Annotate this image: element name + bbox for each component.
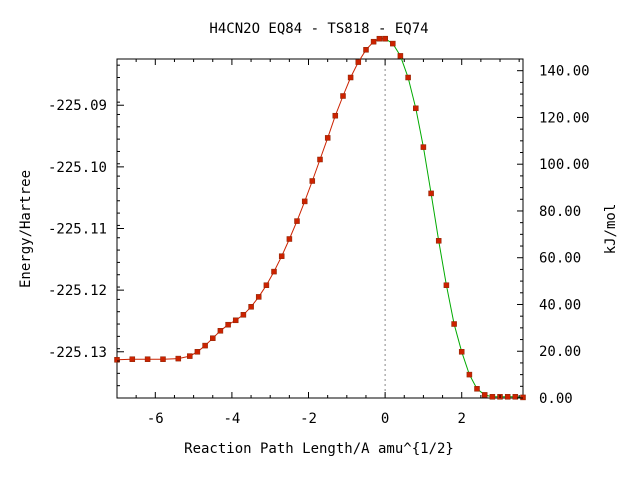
x-tick-label: -6 — [147, 411, 164, 427]
data-point — [413, 105, 419, 112]
data-point — [210, 335, 216, 341]
y-tick-label: -225.10 — [48, 160, 107, 176]
data-point — [240, 312, 247, 318]
data-point — [217, 328, 224, 334]
data-point — [324, 135, 331, 141]
data-point — [340, 93, 346, 99]
y-tick-label: -225.12 — [48, 283, 107, 299]
chart-title: H4CN2O EQ84 - TS818 - EQ74 — [209, 21, 428, 37]
data-point — [309, 178, 316, 184]
y2-tick-label: 100.00 — [539, 157, 590, 173]
y2-tick-label: 40.00 — [539, 297, 581, 313]
data-point — [451, 321, 457, 327]
data-point — [271, 268, 277, 275]
plot-area — [114, 35, 526, 401]
data-point — [481, 392, 488, 398]
y2-tick-label: 20.00 — [539, 344, 581, 360]
data-point — [160, 356, 166, 362]
y-axis-label: Energy/Hartree — [18, 170, 34, 288]
data-point — [294, 218, 300, 224]
data-point — [263, 282, 270, 288]
x-tick-label: -2 — [300, 411, 317, 427]
y2-axis-ticks: 140.00 120.00 100.00 80.00 60.00 40.00 20.00 0.… — [517, 58, 590, 407]
data-point — [520, 394, 526, 401]
data-point — [512, 394, 519, 400]
data-point — [225, 321, 231, 328]
data-point — [255, 294, 262, 300]
series-2-line — [384, 38, 524, 398]
data-point — [489, 394, 496, 400]
y2-tick-label: 0.00 — [539, 391, 573, 407]
data-point — [420, 144, 427, 150]
plot-frame — [116, 58, 524, 399]
y-tick-label: -225.11 — [48, 222, 107, 238]
series-1-line — [116, 38, 386, 361]
data-point — [363, 47, 369, 53]
data-point — [370, 38, 377, 45]
data-point — [232, 317, 239, 324]
data-point — [474, 386, 480, 392]
data-point — [301, 198, 308, 205]
data-point — [428, 190, 434, 197]
data-point — [376, 35, 383, 42]
y2-tick-label: 80.00 — [539, 204, 581, 220]
data-point — [355, 59, 362, 65]
data-point — [504, 394, 511, 400]
x-tick-label: -4 — [223, 411, 240, 427]
data-point — [286, 236, 293, 242]
y2-tick-label: 140.00 — [539, 64, 590, 80]
data-point — [144, 356, 151, 362]
y2-tick-label: 60.00 — [539, 251, 581, 267]
data-point — [435, 238, 442, 244]
x-tick-label: 0 — [381, 411, 389, 427]
y-axis-ticks: -225.09 -225.10 -225.11 -225.12 -225.13 — [48, 64, 124, 399]
data-point — [443, 282, 450, 288]
data-point — [278, 253, 285, 259]
x-axis-label: Reaction Path Length/A amu^{1/2} — [184, 441, 454, 457]
data-point — [175, 355, 182, 362]
y2-tick-label: 120.00 — [539, 110, 590, 126]
y-tick-label: -225.13 — [48, 345, 107, 361]
data-point — [194, 349, 201, 355]
data-point — [202, 342, 208, 349]
data-point — [187, 353, 193, 359]
data-point — [466, 371, 473, 378]
data-point — [390, 40, 396, 47]
data-point — [332, 112, 339, 119]
data-point — [317, 156, 323, 163]
data-point — [382, 35, 388, 42]
x-tick-label: 2 — [457, 411, 465, 427]
y-tick-label: -225.09 — [48, 98, 107, 114]
data-point — [114, 357, 120, 363]
data-point — [458, 349, 465, 355]
data-point — [248, 304, 254, 310]
data-point — [347, 74, 354, 81]
data-point — [405, 74, 411, 81]
data-point — [397, 53, 404, 59]
x-axis-ticks: -6 -4 -2 0 2 — [116, 59, 520, 427]
y2-axis-label: kJ/mol — [603, 204, 619, 255]
data-point — [129, 356, 136, 362]
